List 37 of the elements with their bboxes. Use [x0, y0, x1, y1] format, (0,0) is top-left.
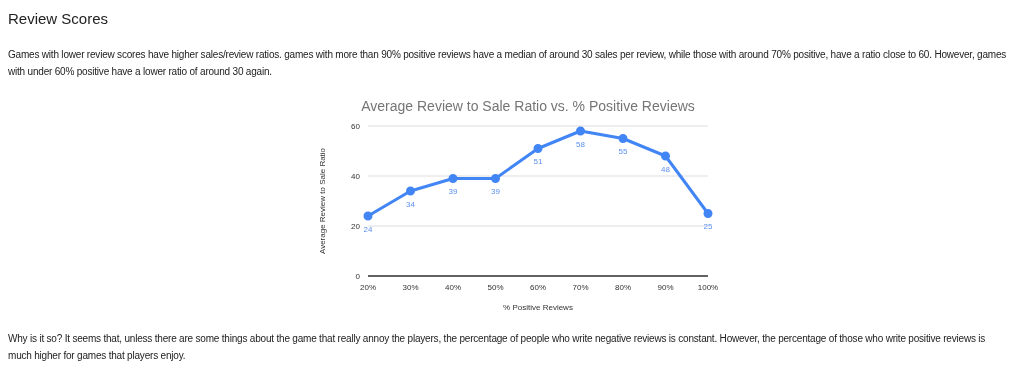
data-label: 25: [703, 222, 713, 232]
x-tick-label: 40%: [444, 282, 462, 292]
data-label: 24: [363, 224, 373, 234]
data-label: 39: [491, 187, 501, 197]
point: [576, 126, 585, 136]
text: Why is it so? It seems that, unless there are some things about the game that really annoy the players, the percentage of people who write negative reviews is constant. However, the percentage of those who write positive reviews is much higher for games that players enjoy.: [8, 332, 987, 363]
x-tick-label: 50%: [487, 282, 504, 292]
x-tick-label: 90%: [657, 282, 674, 292]
x-tick-label: 100%: [697, 282, 719, 292]
chart-title: Average Review to Sale Ratio vs. % Positive Reviews: [360, 98, 696, 114]
text: Review Scores: [8, 10, 109, 27]
text: Games with lower review scores have higher sales/review ratios. games with more than 90% positive reviews have a median of around 30 sales per review, while those with around 70% positive, have a ratio close to 60. However, games with under 60% positive have a lower ratio of around 30 again.: [8, 48, 1008, 79]
data-label: 55: [618, 147, 628, 157]
point: [491, 174, 500, 183]
point: [406, 186, 415, 196]
point: [448, 174, 458, 183]
data-label: 51: [533, 157, 543, 167]
y-axis-title: Average Review to Sale Ratio: [317, 147, 327, 255]
data-label: 39: [448, 187, 458, 197]
x-tick-label: 70%: [572, 282, 589, 292]
data-label: 48: [661, 164, 671, 174]
data-label: 58: [576, 139, 586, 149]
point: [363, 211, 373, 221]
y-tick-label: 40: [351, 171, 361, 181]
y-tick-label: 20: [351, 221, 361, 231]
point: [618, 134, 628, 143]
point: [661, 151, 670, 161]
x-tick-label: 20%: [359, 282, 377, 292]
x-tick-label: 60%: [529, 282, 547, 292]
y-tick-label: 60: [351, 121, 361, 131]
x-tick-label: 80%: [614, 282, 632, 292]
x-axis-title: % Positive Reviews: [503, 303, 573, 312]
point: [533, 144, 543, 153]
x-tick-label: 30%: [402, 282, 419, 292]
y-tick-label: 0: [355, 271, 361, 281]
point: [703, 209, 713, 218]
data-label: 34: [406, 199, 416, 209]
